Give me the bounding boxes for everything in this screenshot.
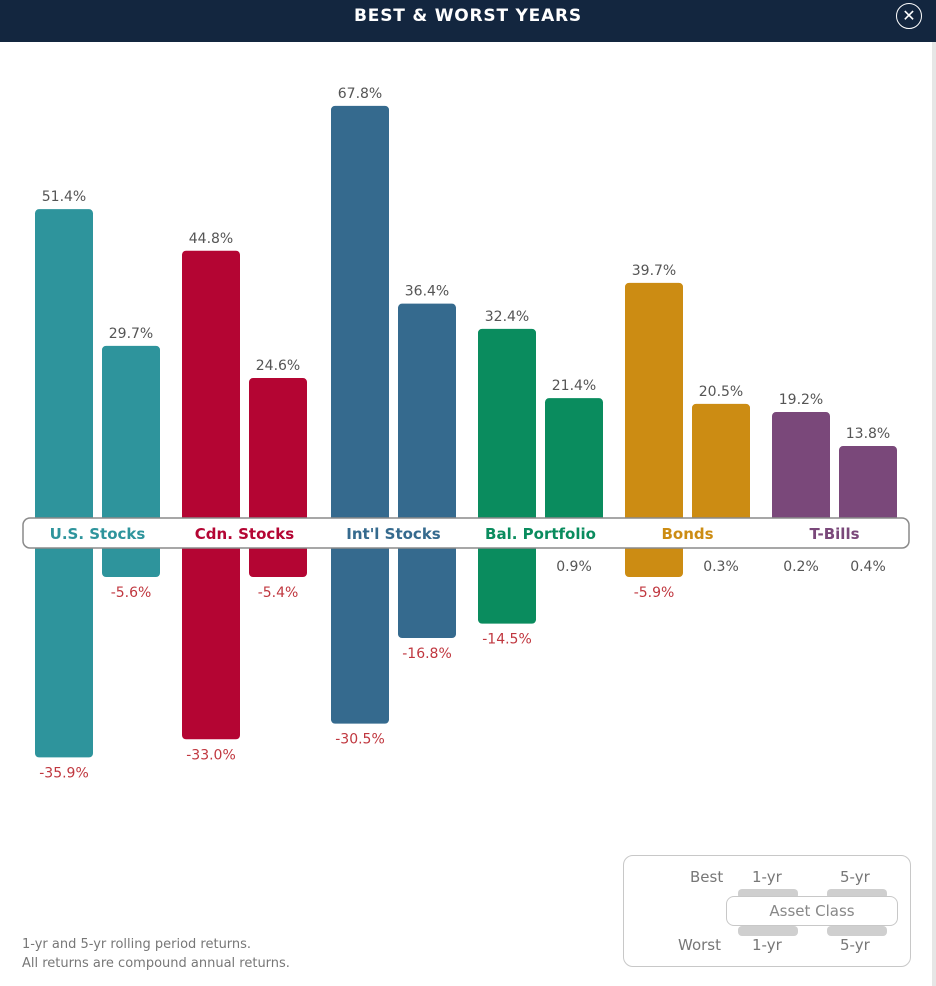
worst-label-u-s-stocks-1yr: -35.9%	[39, 765, 89, 781]
worst-label-t-bills-1yr: 0.2%	[783, 559, 819, 575]
header-bar: BEST & WORST YEARS ✕	[0, 0, 936, 42]
footnote: 1-yr and 5-yr rolling period returns. Al…	[22, 935, 290, 973]
bar-int-l-stocks-5yr	[398, 303, 456, 638]
best-label-u-s-stocks-1yr: 51.4%	[42, 189, 86, 205]
bar-t-bills-5yr	[839, 446, 897, 533]
bar-int-l-stocks-1yr	[331, 105, 389, 724]
worst-label-bal-portfolio-1yr: -14.5%	[482, 632, 532, 648]
legend-best-5yr: 5-yr	[840, 868, 870, 886]
category-label-u-s-stocks: U.S. Stocks	[50, 525, 146, 543]
best-label-bal-portfolio-5yr: 21.4%	[552, 378, 596, 394]
category-label-bonds: Bonds	[661, 525, 713, 543]
category-band	[22, 517, 910, 549]
bar-t-bills-1yr	[772, 412, 830, 533]
best-worst-chart: 51.4% -35.9% 29.7% -5.6% 44.8% -33.0% 24.6% -5.…	[22, 86, 910, 781]
worst-label-cdn-stocks-5yr: -5.4%	[258, 585, 299, 601]
legend-best-1yr: 1-yr	[752, 868, 782, 886]
legend-worst-1yr: 1-yr	[752, 936, 782, 954]
worst-label-int-l-stocks-5yr: -16.8%	[402, 646, 452, 662]
page-title: BEST & WORST YEARS	[354, 6, 582, 26]
bar-u-s-stocks-1yr	[35, 209, 93, 758]
best-label-t-bills-1yr: 19.2%	[779, 392, 823, 408]
category-label-bal-portfolio: Bal. Portfolio	[485, 525, 596, 543]
best-label-bonds-5yr: 20.5%	[699, 384, 743, 400]
legend-worst-5yr: 5-yr	[840, 936, 870, 954]
worst-label-cdn-stocks-1yr: -33.0%	[186, 747, 236, 763]
bar-bal-portfolio-5yr	[545, 398, 603, 533]
legend-best-1yr-swatch	[738, 889, 798, 899]
category-label-int-l-stocks: Int'l Stocks	[346, 525, 441, 543]
scrollbar-track	[932, 42, 936, 986]
worst-label-int-l-stocks-1yr: -30.5%	[335, 732, 385, 748]
close-icon: ✕	[902, 6, 916, 25]
bar-bonds-5yr	[692, 403, 750, 533]
bar-bal-portfolio-1yr	[478, 328, 536, 624]
category-label-t-bills: T-Bills	[809, 525, 859, 543]
worst-label-bal-portfolio-5yr: 0.9%	[556, 559, 592, 575]
best-label-u-s-stocks-5yr: 29.7%	[109, 326, 153, 342]
close-button[interactable]: ✕	[896, 3, 922, 29]
legend-worst-label: Worst	[678, 936, 721, 954]
footnote-line-1: 1-yr and 5-yr rolling period returns.	[22, 937, 252, 952]
category-label-cdn-stocks: Cdn. Stocks	[195, 525, 294, 543]
worst-label-bonds-5yr: 0.3%	[703, 559, 739, 575]
legend-best-5yr-swatch	[827, 889, 887, 899]
best-label-int-l-stocks-1yr: 67.8%	[338, 86, 382, 102]
best-label-cdn-stocks-5yr: 24.6%	[256, 358, 300, 374]
legend-asset-class: Asset Class	[726, 896, 898, 926]
worst-label-u-s-stocks-5yr: -5.6%	[111, 585, 152, 601]
legend: Best 1-yr 5-yr Asset Class Worst 1-yr 5-…	[623, 855, 911, 967]
best-label-bonds-1yr: 39.7%	[632, 263, 676, 279]
footnote-line-2: All returns are compound annual returns.	[22, 956, 290, 971]
worst-label-bonds-1yr: -5.9%	[634, 585, 675, 601]
best-label-cdn-stocks-1yr: 44.8%	[189, 231, 233, 247]
best-label-t-bills-5yr: 13.8%	[846, 426, 890, 442]
legend-worst-5yr-swatch	[827, 926, 887, 936]
bar-cdn-stocks-1yr	[182, 250, 240, 740]
legend-best-label: Best	[690, 868, 724, 886]
worst-label-t-bills-5yr: 0.4%	[850, 559, 886, 575]
legend-worst-1yr-swatch	[738, 926, 798, 936]
best-label-bal-portfolio-1yr: 32.4%	[485, 309, 529, 325]
best-label-int-l-stocks-5yr: 36.4%	[405, 284, 449, 300]
bar-bonds-1yr	[625, 282, 683, 577]
